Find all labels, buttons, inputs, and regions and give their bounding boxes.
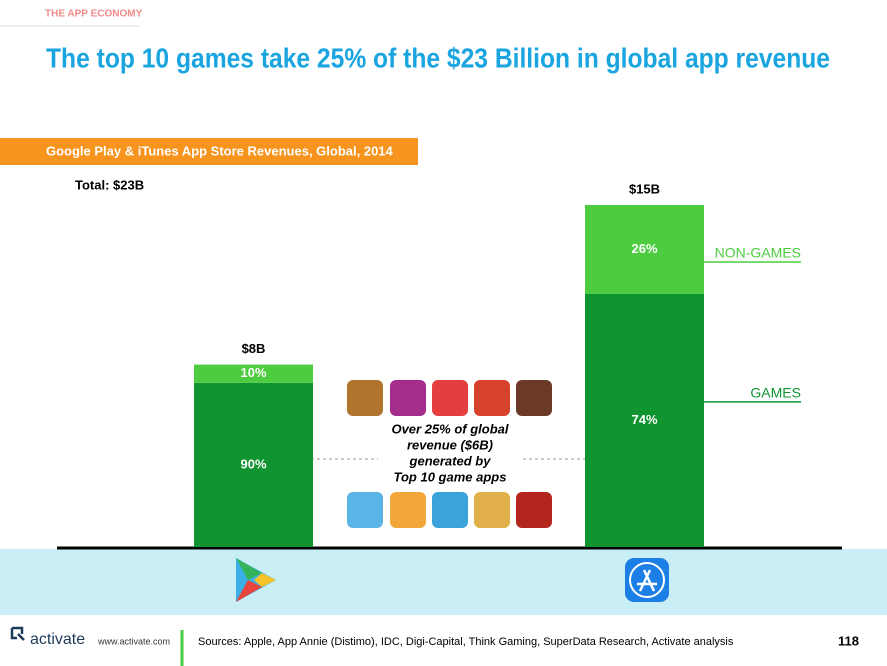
plot: 90% 10% $8B 74% GAMES 26% NON-GAMES $15B: [194, 181, 801, 547]
page-number: 118: [838, 633, 859, 648]
store-band: [0, 549, 887, 615]
subtitle: Google Play & iTunes App Store Revenues,…: [46, 143, 394, 158]
total-label: $15B: [629, 181, 660, 196]
logo-mark: [10, 626, 25, 641]
game-icons: [347, 380, 552, 528]
segment-label: 10%: [240, 365, 266, 380]
annotation-line: Top 10 game apps: [394, 469, 507, 484]
sources: Sources: Apple, App Annie (Distimo), IDC…: [198, 636, 734, 648]
header: THE APP ECONOMY: [45, 9, 143, 20]
legend-label: GAMES: [750, 385, 801, 401]
legend-label: NON-GAMES: [715, 245, 801, 261]
annotation-line: revenue ($6B): [407, 437, 493, 452]
segment-label: 90%: [240, 456, 266, 471]
annotation-line: Over 25% of global: [391, 421, 508, 436]
total-label: $8B: [242, 341, 266, 356]
google-play-icon: [236, 558, 276, 602]
segment-label: 26%: [631, 241, 657, 256]
total-label: Total: $23B: [75, 177, 144, 192]
annotation-line: generated by: [409, 453, 492, 468]
brand: activate: [30, 631, 85, 648]
app-store-icon: [625, 558, 669, 602]
footer-band: [0, 615, 887, 666]
subtitle-band: [0, 138, 418, 165]
url: www.activate.com: [97, 636, 170, 646]
chart-title: The top 10 games take 25% of the $23 Bil…: [46, 42, 830, 73]
bar-segment: [585, 205, 704, 294]
bar-segment: [194, 382, 313, 547]
bar-segment: [194, 364, 313, 383]
bar-segment: [585, 293, 704, 547]
segment-label: 74%: [631, 412, 657, 427]
